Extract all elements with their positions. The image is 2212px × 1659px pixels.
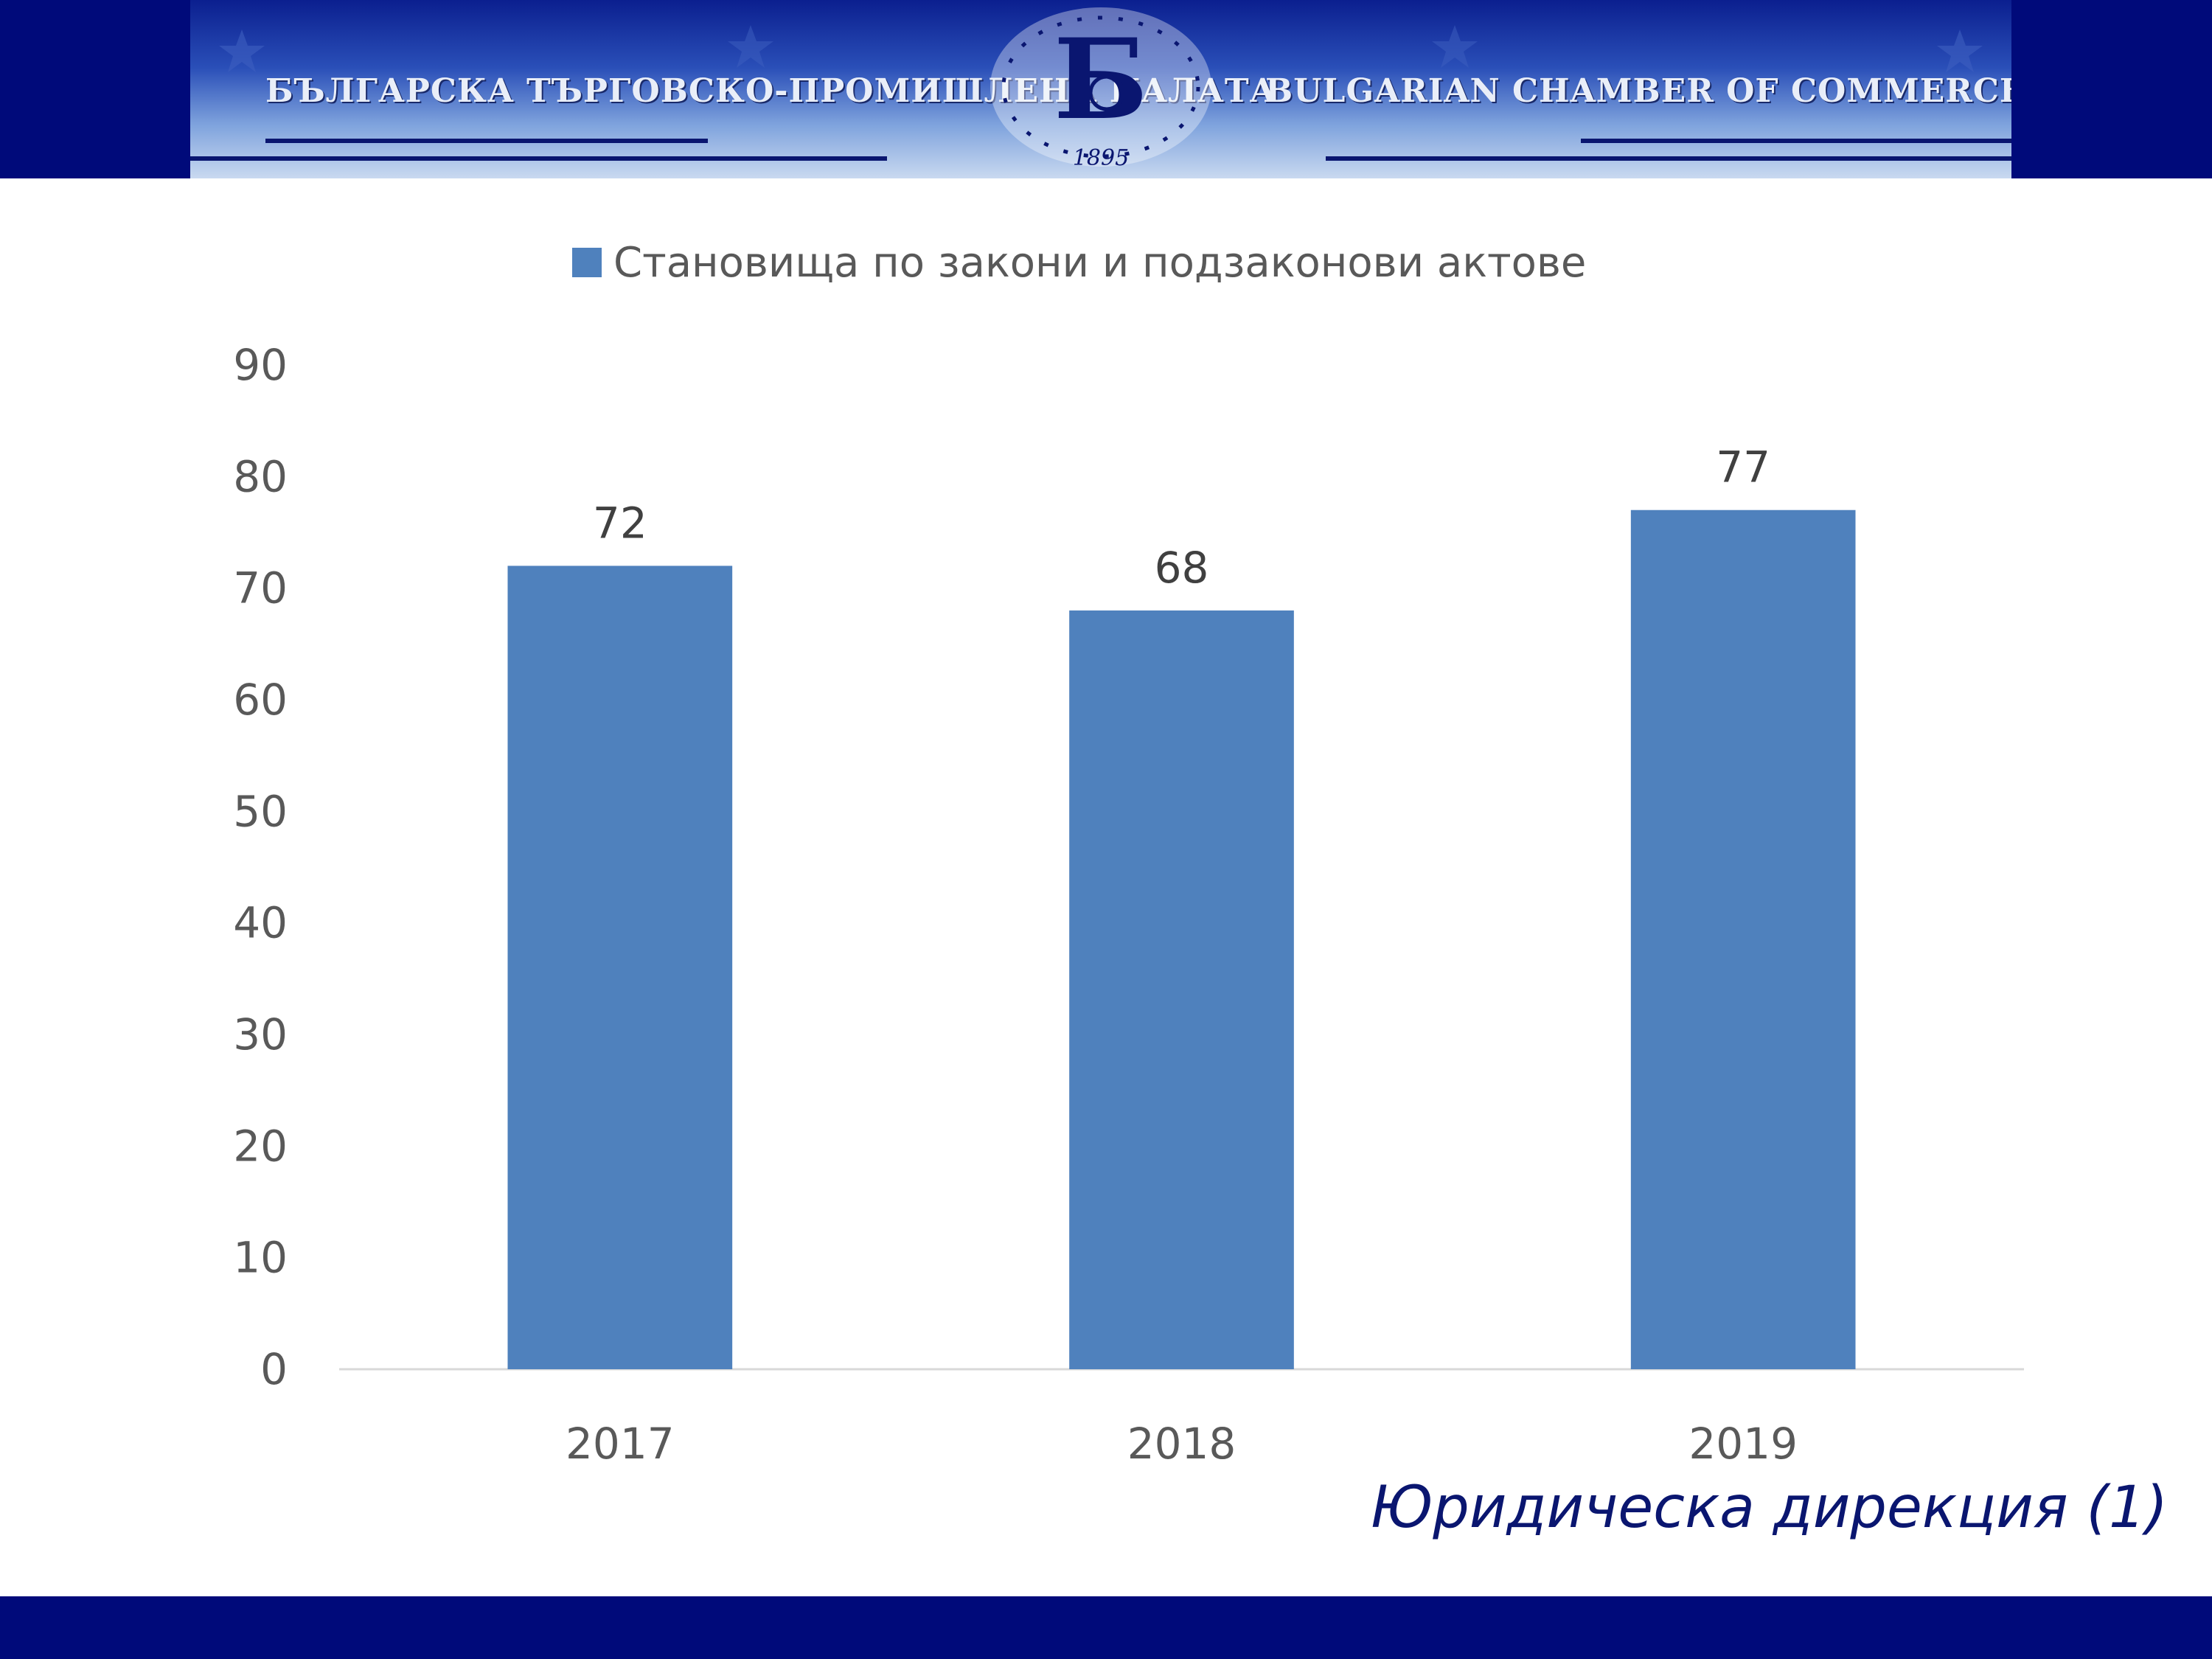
chamber-logo-icon: Б 1895 (990, 7, 1211, 171)
x-tick-label: 2017 (566, 1419, 675, 1469)
legend-swatch (572, 248, 602, 277)
banner-star-icon (728, 25, 773, 68)
banner-star-icon (1432, 25, 1478, 68)
x-tick-label: 2019 (1688, 1419, 1798, 1469)
bar (507, 566, 733, 1369)
legend-label: Становища по закони и подзаконови актове (613, 238, 1587, 287)
banner-star-icon (219, 29, 265, 72)
y-tick-label: 40 (233, 898, 288, 948)
y-tick-label: 80 (233, 451, 288, 501)
data-label: 77 (1716, 442, 1770, 493)
bar (1069, 610, 1294, 1369)
header-title-en: BULGARIAN CHAMBER OF COMMERCE AND INDUST… (1265, 72, 2011, 110)
y-tick-label: 90 (233, 340, 288, 390)
y-tick-label: 0 (260, 1344, 288, 1394)
logo-year: 1895 (1073, 145, 1129, 171)
banner-star-icon (1937, 29, 1983, 72)
y-tick-label: 70 (233, 563, 288, 613)
bar (1630, 509, 1856, 1369)
banner-rule (1326, 156, 2011, 161)
y-tick-label: 30 (233, 1009, 288, 1060)
y-tick-label: 50 (233, 786, 288, 836)
banner-decoration (219, 25, 1983, 72)
banner-rule (190, 156, 887, 161)
data-label: 68 (1155, 543, 1209, 593)
y-tick-label: 20 (233, 1121, 288, 1171)
chart-legend: Становища по закони и подзаконови актове (572, 238, 1587, 287)
header-banner: БЪЛГАРСКА ТЪРГОВСКО-ПРОМИШЛЕНА ПАЛАТА BU… (190, 0, 2011, 178)
banner-rule (1581, 139, 2011, 143)
y-tick-label: 60 (233, 675, 288, 725)
y-tick-label: 10 (233, 1233, 288, 1283)
footer-band (0, 1596, 2212, 1659)
slide-subtitle: Юридическа дирекция (1) (1371, 1475, 2168, 1541)
data-label: 72 (593, 498, 647, 548)
banner-rule (265, 139, 708, 143)
x-tick-label: 2018 (1127, 1419, 1237, 1469)
